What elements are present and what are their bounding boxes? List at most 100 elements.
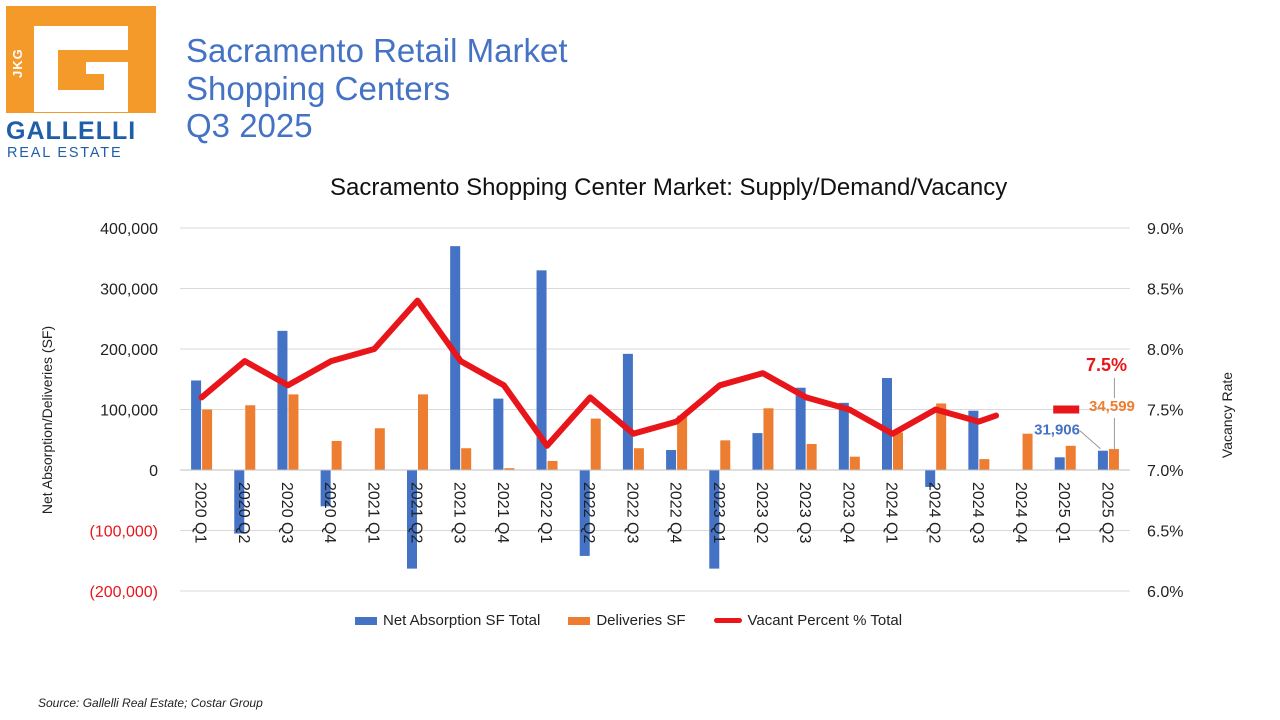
y-tick-label: (200,000) — [90, 584, 159, 601]
x-tick-label: 2020 Q2 — [235, 482, 252, 543]
absorption-bar — [795, 387, 806, 470]
legend-swatch-absorption — [355, 616, 377, 625]
absorption-bar — [666, 450, 677, 470]
deliveries-bar — [374, 428, 385, 470]
absorption-bar — [1097, 450, 1108, 470]
x-tick-label: 2022 Q4 — [667, 482, 684, 543]
deliveries-bar — [979, 459, 990, 470]
y2-tick-label: 9.0% — [1147, 221, 1183, 238]
deliveries-data-label: 34,599 — [1089, 398, 1135, 415]
legend-swatch-vacancy — [713, 618, 742, 623]
legend-item-deliveries: Deliveries SF — [568, 612, 686, 629]
deliveries-bar — [720, 440, 731, 470]
deliveries-bar — [504, 468, 515, 470]
y-tick-label: 0 — [149, 463, 158, 480]
x-tick-label: 2025 Q1 — [1055, 482, 1072, 543]
page-title: Sacramento Retail Market Shopping Center… — [186, 32, 567, 145]
x-tick-label: 2020 Q3 — [278, 482, 295, 543]
x-tick-label: 2022 Q2 — [580, 482, 597, 543]
absorption-bar — [882, 378, 892, 470]
y2-axis-title: Vacancy Rate — [1219, 372, 1235, 458]
absorption-bar — [622, 353, 633, 470]
x-tick-label: 2024 Q3 — [969, 482, 986, 543]
deliveries-bar — [763, 408, 774, 470]
deliveries-bar — [590, 418, 601, 470]
absorption-bar — [709, 470, 720, 569]
x-tick-label: 2023 Q4 — [839, 482, 856, 543]
deliveries-bar — [547, 460, 558, 470]
legend-label-absorption: Net Absorption SF Total — [383, 612, 541, 629]
company-logo: JKG GALLELLI REAL ESTATE — [6, 6, 158, 161]
logo-subtitle: REAL ESTATE — [7, 145, 123, 161]
y2-tick-label: 8.5% — [1147, 282, 1183, 299]
deliveries-bar — [936, 403, 947, 470]
legend-item-vacancy: Vacant Percent % Total — [713, 612, 902, 629]
y2-tick-label: 7.0% — [1147, 463, 1183, 480]
chart-title: Sacramento Shopping Center Market: Suppl… — [330, 174, 1008, 201]
deliveries-bar — [1065, 445, 1076, 470]
logo-name: GALLELLI — [6, 117, 137, 145]
deliveries-bar — [1108, 449, 1119, 470]
absorption-bar — [407, 470, 417, 569]
x-tick-label: 2022 Q1 — [537, 482, 554, 543]
y-axis-title: Net Absorption/Deliveries (SF) — [39, 326, 55, 514]
title-line-2: Shopping Centers — [186, 69, 451, 107]
x-tick-label: 2023 Q2 — [753, 482, 770, 543]
absorption-bar — [536, 270, 547, 470]
deliveries-bar — [633, 448, 644, 470]
absorption-bar — [968, 410, 979, 470]
deliveries-bar — [893, 432, 903, 470]
absorption-bar — [838, 402, 849, 470]
vacancy-data-label: 7.5% — [1086, 355, 1127, 375]
absorption-leader-line — [1079, 430, 1101, 450]
legend-label-deliveries: Deliveries SF — [596, 612, 686, 629]
deliveries-bar — [288, 394, 299, 470]
vacancy-line — [198, 297, 1000, 449]
y-tick-label: 300,000 — [100, 282, 158, 299]
y-tick-label: 400,000 — [100, 221, 158, 238]
legend-item-absorption: Net Absorption SF Total — [355, 612, 540, 629]
source-note: Source: Gallelli Real Estate; Costar Gro… — [38, 696, 263, 710]
y-tick-label: 200,000 — [100, 342, 158, 359]
absorption-bar — [1054, 457, 1065, 470]
absorption-bar — [191, 380, 202, 470]
absorption-bar — [752, 433, 763, 470]
y-tick-label: (100,000) — [90, 524, 159, 541]
chart-legend: Net Absorption SF Total Deliveries SF Va… — [355, 612, 930, 629]
absorption-bar — [234, 470, 245, 534]
absorption-bar — [320, 470, 331, 507]
deliveries-bar — [677, 415, 688, 470]
deliveries-bar — [202, 409, 213, 470]
x-tick-label: 2021 Q1 — [364, 482, 381, 543]
y-tick-label: 100,000 — [100, 403, 158, 420]
title-line-3: Q3 2025 — [186, 107, 313, 144]
x-tick-label: 2021 Q2 — [408, 482, 425, 543]
y2-tick-label: 6.0% — [1147, 584, 1183, 601]
legend-swatch-deliveries — [568, 616, 591, 625]
x-tick-label: 2022 Q3 — [623, 482, 640, 543]
x-tick-label: 2020 Q1 — [192, 482, 209, 543]
title-line-1: Sacramento Retail Market — [186, 32, 568, 69]
absorption-bar — [493, 398, 504, 470]
x-tick-label: 2023 Q3 — [796, 482, 813, 543]
deliveries-bar — [331, 440, 342, 470]
deliveries-bar — [806, 443, 817, 470]
x-tick-label: 2024 Q2 — [926, 482, 943, 543]
absorption-bar — [925, 470, 936, 487]
x-tick-label: 2020 Q4 — [321, 482, 338, 543]
y2-tick-label: 8.0% — [1147, 342, 1183, 359]
y2-tick-label: 7.5% — [1147, 403, 1183, 420]
x-tick-label: 2025 Q2 — [1098, 482, 1115, 543]
deliveries-bar — [418, 394, 428, 470]
absorption-data-label: 31,906 — [1034, 422, 1080, 439]
x-tick-label: 2021 Q3 — [451, 482, 468, 543]
deliveries-bar — [461, 448, 472, 470]
logo-g-mark — [34, 26, 128, 112]
absorption-bar — [277, 330, 288, 470]
absorption-bar — [579, 470, 590, 556]
deliveries-bar — [245, 405, 256, 470]
x-tick-label: 2021 Q4 — [494, 482, 511, 543]
x-tick-label: 2023 Q1 — [710, 482, 727, 543]
y2-tick-label: 6.5% — [1147, 524, 1183, 541]
